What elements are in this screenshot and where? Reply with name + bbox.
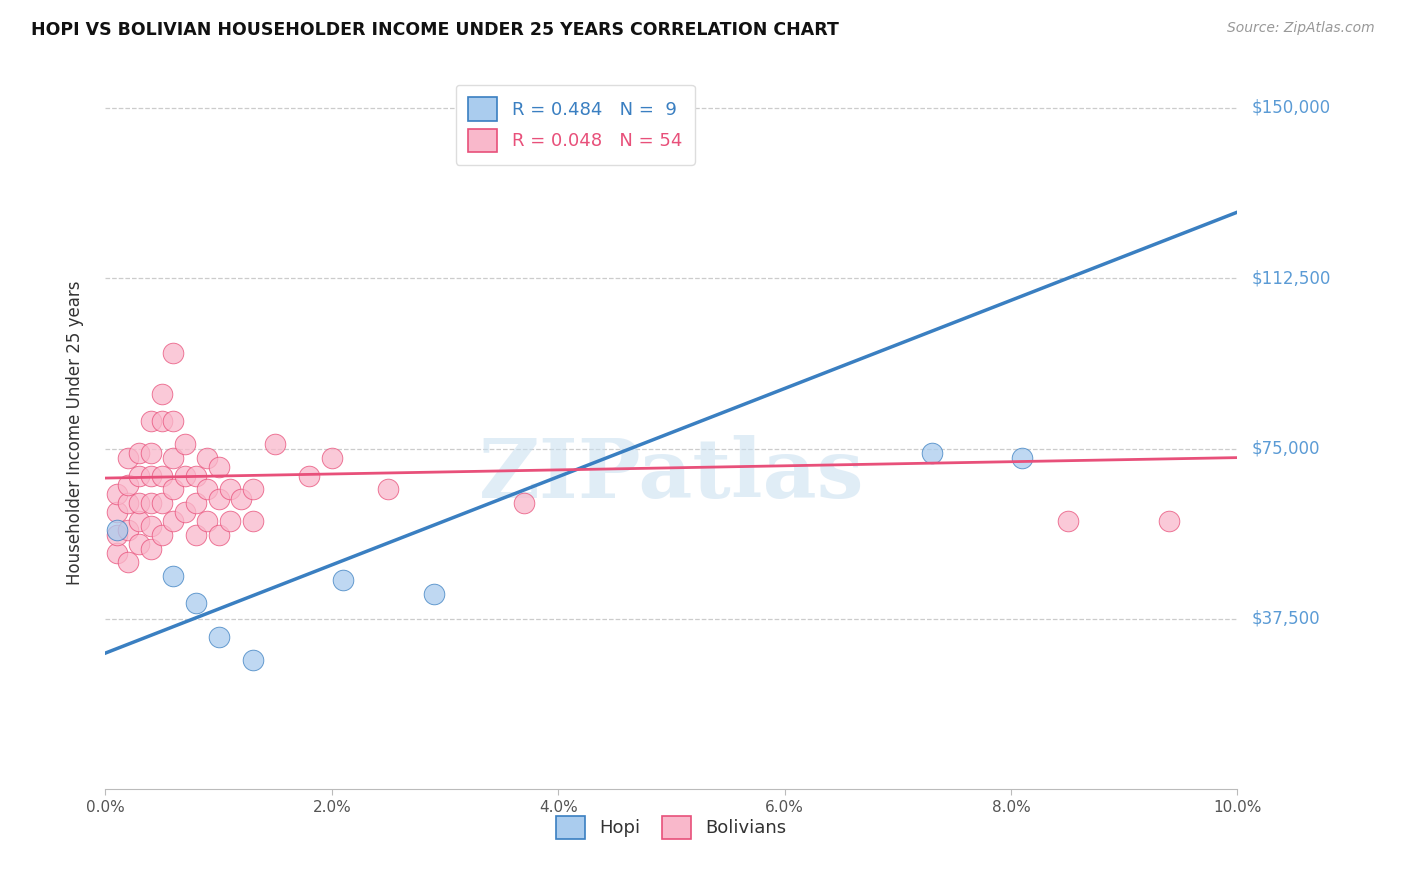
Point bbox=[184, 528, 207, 542]
Point bbox=[150, 528, 173, 542]
Point bbox=[105, 505, 128, 519]
Point bbox=[242, 514, 264, 528]
Point bbox=[128, 537, 150, 551]
Point bbox=[150, 468, 173, 483]
Text: $75,000: $75,000 bbox=[1251, 440, 1320, 458]
Point bbox=[242, 483, 264, 497]
Point bbox=[117, 555, 139, 569]
Point bbox=[1056, 514, 1078, 528]
Point bbox=[219, 514, 242, 528]
Point bbox=[105, 528, 128, 542]
Y-axis label: Householder Income Under 25 years: Householder Income Under 25 years bbox=[66, 280, 84, 585]
Point bbox=[208, 491, 231, 506]
Point bbox=[184, 468, 207, 483]
Legend: Hopi, Bolivians: Hopi, Bolivians bbox=[547, 807, 796, 848]
Point bbox=[332, 574, 354, 588]
Point bbox=[173, 437, 195, 451]
Point bbox=[162, 483, 184, 497]
Text: $150,000: $150,000 bbox=[1251, 99, 1330, 117]
Point bbox=[150, 414, 173, 428]
Point bbox=[139, 518, 162, 533]
Point bbox=[513, 496, 536, 510]
Point bbox=[264, 437, 287, 451]
Point bbox=[105, 524, 128, 538]
Point bbox=[173, 505, 195, 519]
Point bbox=[1011, 450, 1033, 465]
Point bbox=[195, 483, 218, 497]
Point bbox=[195, 450, 218, 465]
Point bbox=[208, 630, 231, 644]
Point bbox=[377, 483, 399, 497]
Point bbox=[195, 514, 218, 528]
Point bbox=[1159, 514, 1181, 528]
Point bbox=[117, 450, 139, 465]
Point bbox=[298, 468, 321, 483]
Point bbox=[208, 459, 231, 474]
Point bbox=[117, 496, 139, 510]
Point bbox=[219, 483, 242, 497]
Point bbox=[128, 496, 150, 510]
Text: $112,500: $112,500 bbox=[1251, 269, 1330, 287]
Point bbox=[150, 387, 173, 401]
Point bbox=[139, 541, 162, 556]
Point bbox=[162, 450, 184, 465]
Point bbox=[162, 569, 184, 583]
Point bbox=[162, 514, 184, 528]
Point bbox=[150, 496, 173, 510]
Point bbox=[105, 487, 128, 501]
Point bbox=[139, 496, 162, 510]
Point bbox=[321, 450, 343, 465]
Point bbox=[921, 446, 943, 460]
Point bbox=[128, 514, 150, 528]
Point bbox=[139, 414, 162, 428]
Text: ZIPatlas: ZIPatlas bbox=[478, 435, 865, 516]
Point bbox=[117, 478, 139, 492]
Point bbox=[139, 468, 162, 483]
Point bbox=[162, 414, 184, 428]
Point bbox=[231, 491, 253, 506]
Point bbox=[128, 468, 150, 483]
Point bbox=[128, 446, 150, 460]
Point bbox=[422, 587, 444, 601]
Point bbox=[242, 653, 264, 667]
Point bbox=[173, 468, 195, 483]
Point bbox=[105, 546, 128, 560]
Point bbox=[184, 496, 207, 510]
Point bbox=[184, 596, 207, 610]
Point bbox=[117, 524, 139, 538]
Point bbox=[162, 346, 184, 360]
Text: HOPI VS BOLIVIAN HOUSEHOLDER INCOME UNDER 25 YEARS CORRELATION CHART: HOPI VS BOLIVIAN HOUSEHOLDER INCOME UNDE… bbox=[31, 21, 839, 39]
Text: Source: ZipAtlas.com: Source: ZipAtlas.com bbox=[1227, 21, 1375, 36]
Point bbox=[139, 446, 162, 460]
Text: $37,500: $37,500 bbox=[1251, 610, 1320, 628]
Point bbox=[208, 528, 231, 542]
